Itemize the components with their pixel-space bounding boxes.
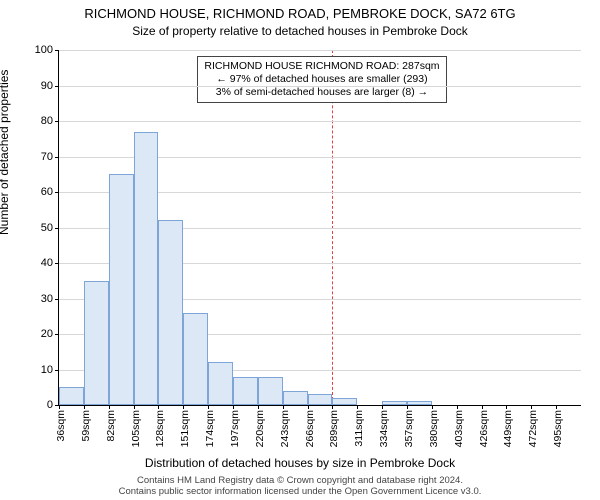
ytick-label: 80 [41, 115, 53, 127]
page-title: RICHMOND HOUSE, RICHMOND ROAD, PEMBROKE … [0, 6, 600, 21]
xtick-label: 426sqm [478, 410, 490, 447]
ytick-label: 100 [35, 44, 53, 56]
gridline [59, 50, 581, 51]
reference-annotation: RICHMOND HOUSE RICHMOND ROAD: 287sqm ← 9… [197, 56, 446, 103]
x-axis-label: Distribution of detached houses by size … [0, 456, 600, 470]
xtick-mark [482, 405, 483, 409]
xtick-label: 472sqm [527, 410, 539, 447]
gridline [59, 86, 581, 87]
ytick-label: 70 [41, 151, 53, 163]
histogram-bar [407, 401, 432, 405]
ytick-label: 90 [41, 80, 53, 92]
footnote: Contains HM Land Registry data © Crown c… [0, 476, 600, 498]
ytick-mark [55, 228, 59, 229]
histogram-bar [134, 132, 159, 405]
xtick-mark [183, 405, 184, 409]
xtick-label: 220sqm [254, 410, 266, 447]
histogram-bar [59, 387, 84, 405]
ytick-label: 10 [41, 364, 53, 376]
xtick-mark [158, 405, 159, 409]
page-subtitle: Size of property relative to detached ho… [0, 24, 600, 38]
ytick-label: 40 [41, 257, 53, 269]
xtick-mark [134, 405, 135, 409]
xtick-mark [84, 405, 85, 409]
xtick-mark [258, 405, 259, 409]
y-axis-label: Number of detached properties [0, 70, 11, 235]
annotation-line: ← 97% of detached houses are smaller (29… [204, 73, 439, 86]
histogram-bar [84, 281, 109, 405]
xtick-mark [308, 405, 309, 409]
xtick-label: 174sqm [204, 410, 216, 447]
xtick-mark [382, 405, 383, 409]
ytick-label: 0 [47, 399, 53, 411]
xtick-label: 128sqm [154, 410, 166, 447]
histogram-bar [158, 220, 183, 405]
xtick-label: 266sqm [304, 410, 316, 447]
xtick-label: 403sqm [453, 410, 465, 447]
xtick-label: 380sqm [428, 410, 440, 447]
xtick-label: 197sqm [229, 410, 241, 447]
histogram-bar [183, 313, 208, 405]
xtick-mark [407, 405, 408, 409]
ytick-mark [55, 121, 59, 122]
xtick-label: 495sqm [552, 410, 564, 447]
histogram-bar [109, 174, 134, 405]
xtick-mark [283, 405, 284, 409]
ytick-label: 60 [41, 186, 53, 198]
histogram-bar [308, 394, 333, 405]
xtick-label: 357sqm [403, 410, 415, 447]
xtick-mark [59, 405, 60, 409]
annotation-line: RICHMOND HOUSE RICHMOND ROAD: 287sqm [204, 60, 439, 73]
gridline [59, 121, 581, 122]
histogram-bar [283, 391, 308, 405]
xtick-mark [457, 405, 458, 409]
annotation-line: 3% of semi-detached houses are larger (8… [204, 86, 439, 99]
xtick-label: 289sqm [328, 410, 340, 447]
histogram-bar [233, 377, 258, 405]
xtick-label: 311sqm [353, 410, 365, 447]
histogram-bar [382, 401, 407, 405]
footnote-line: Contains public sector information licen… [0, 487, 600, 498]
ytick-mark [55, 192, 59, 193]
ytick-mark [55, 50, 59, 51]
xtick-mark [357, 405, 358, 409]
ytick-mark [55, 157, 59, 158]
xtick-mark [332, 405, 333, 409]
xtick-label: 105sqm [130, 410, 142, 447]
xtick-label: 334sqm [378, 410, 390, 447]
histogram-bar [332, 398, 357, 405]
xtick-mark [531, 405, 532, 409]
xtick-mark [556, 405, 557, 409]
ytick-label: 20 [41, 328, 53, 340]
xtick-label: 243sqm [279, 410, 291, 447]
xtick-mark [109, 405, 110, 409]
ytick-mark [55, 299, 59, 300]
ytick-mark [55, 334, 59, 335]
xtick-label: 59sqm [80, 410, 92, 442]
xtick-label: 82sqm [105, 410, 117, 442]
xtick-label: 151sqm [179, 410, 191, 447]
xtick-label: 449sqm [502, 410, 514, 447]
ytick-mark [55, 263, 59, 264]
ytick-label: 50 [41, 222, 53, 234]
ytick-mark [55, 86, 59, 87]
ytick-mark [55, 370, 59, 371]
histogram-bar [258, 377, 283, 405]
xtick-label: 36sqm [55, 410, 67, 442]
xtick-mark [233, 405, 234, 409]
ytick-label: 30 [41, 293, 53, 305]
chart-plot-area: RICHMOND HOUSE RICHMOND ROAD: 287sqm ← 9… [58, 50, 581, 406]
xtick-mark [208, 405, 209, 409]
histogram-bar [208, 362, 233, 405]
xtick-mark [506, 405, 507, 409]
xtick-mark [432, 405, 433, 409]
